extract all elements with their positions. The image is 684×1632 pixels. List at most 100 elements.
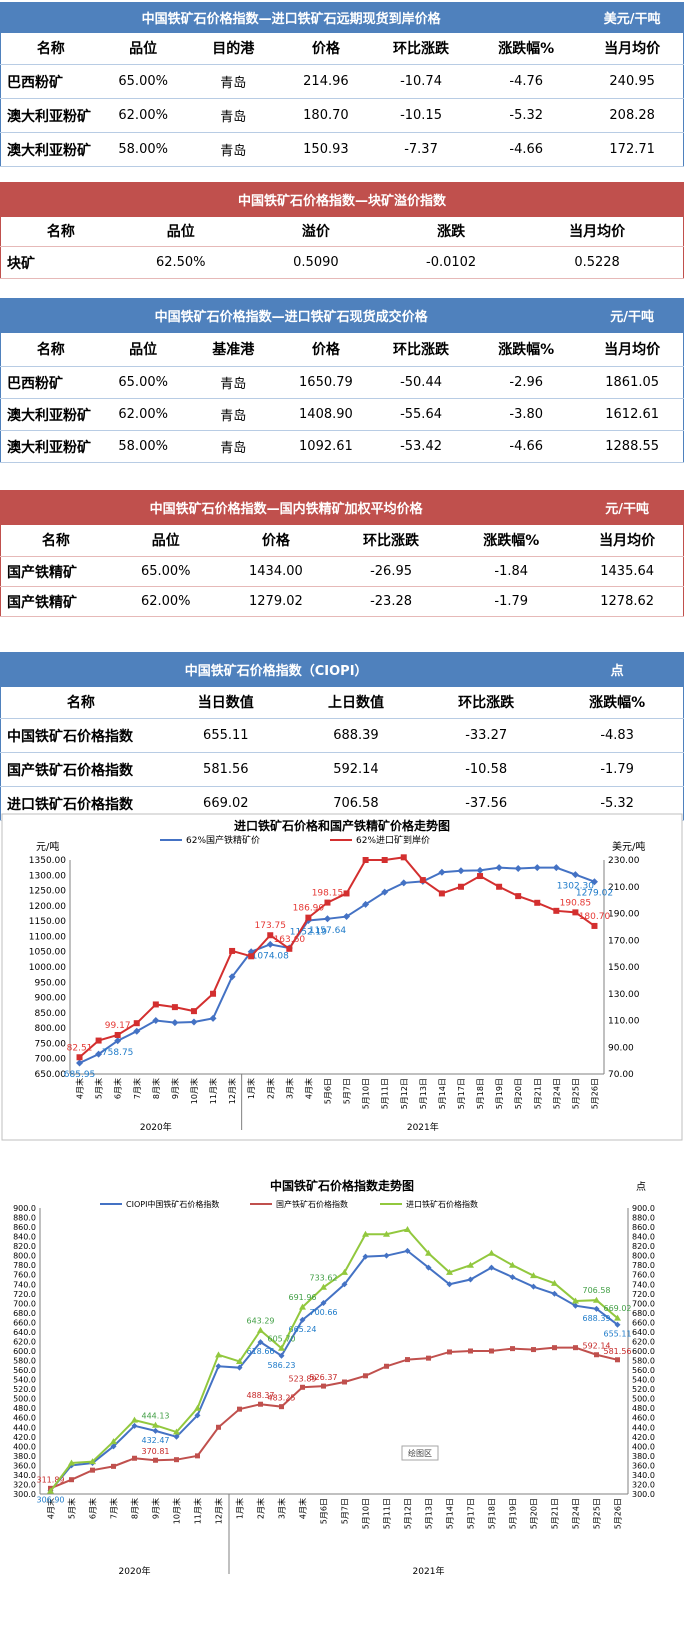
y-tick-label-left: 440.0 bbox=[13, 1423, 36, 1432]
data-point bbox=[447, 1349, 452, 1355]
y-tick-label-left: 1250.00 bbox=[29, 887, 66, 897]
table-cell: 1288.55 bbox=[581, 430, 684, 463]
y-tick-label-left: 1300.00 bbox=[29, 871, 66, 881]
data-point bbox=[133, 1020, 140, 1027]
x-tick-label: 5月末 bbox=[94, 1078, 104, 1099]
table-cell: -4.83 bbox=[551, 718, 684, 753]
data-label: 643.29 bbox=[247, 1316, 275, 1325]
data-point bbox=[551, 1279, 558, 1286]
data-point bbox=[323, 915, 331, 923]
table-row: 澳大利亚粉矿 62.00% 青岛 180.70 -10.15 -5.32 208.28 bbox=[0, 98, 684, 133]
x-tick-label: 11月末 bbox=[208, 1078, 218, 1104]
data-point bbox=[320, 1283, 327, 1290]
column-header-row: 名称 品位 价格 环比涨跌 涨跌幅% 当月均价 bbox=[0, 524, 684, 557]
data-point bbox=[95, 1050, 103, 1058]
row-name-cell: 澳大利亚粉矿 bbox=[0, 398, 101, 431]
x-tick-label: 8月末 bbox=[151, 1078, 161, 1099]
y-tick-label-left: 720.0 bbox=[13, 1290, 36, 1299]
data-point bbox=[552, 1345, 557, 1351]
y-tick-label-right: 110.00 bbox=[608, 1017, 640, 1027]
data-point bbox=[381, 857, 388, 863]
plot-area-tooltip bbox=[401, 1445, 439, 1461]
y-tick-label-right: 340.0 bbox=[632, 1471, 655, 1480]
y-tick-label-left: 900.0 bbox=[13, 1204, 36, 1213]
column-header: 名称 bbox=[0, 216, 121, 247]
table-cell: -10.58 bbox=[421, 752, 552, 787]
y-tick-label-left: 900.00 bbox=[35, 994, 67, 1004]
x-tick-label: 5月末 bbox=[67, 1498, 77, 1519]
table-cell: 58.00% bbox=[100, 132, 186, 167]
data-label: 1152.19 bbox=[290, 927, 327, 937]
table-cell: 青岛 bbox=[185, 366, 281, 399]
column-header: 价格 bbox=[280, 332, 371, 367]
data-point bbox=[404, 1225, 411, 1232]
table-cell: -55.64 bbox=[370, 398, 472, 431]
data-label: 186.90 bbox=[293, 904, 325, 914]
y-tick-label-right: 680.0 bbox=[632, 1309, 655, 1318]
y-tick-label-right: 210.00 bbox=[608, 883, 640, 893]
data-point bbox=[341, 1281, 348, 1288]
table-cell: -53.42 bbox=[370, 430, 472, 463]
data-point bbox=[381, 888, 389, 896]
table-cell: 1612.61 bbox=[581, 398, 684, 431]
data-point bbox=[590, 878, 598, 886]
y-tick-label-right: 660.0 bbox=[632, 1318, 655, 1327]
x-tick-label: 10月末 bbox=[172, 1498, 182, 1524]
column-header-row: 名称 当日数值 上日数值 环比涨跌 涨跌幅% bbox=[0, 686, 684, 719]
x-tick-label: 5月17日 bbox=[467, 1498, 476, 1529]
data-point bbox=[236, 1364, 243, 1371]
data-point bbox=[174, 1457, 179, 1463]
data-label: 655.11 bbox=[604, 1330, 632, 1339]
table-row: 国产铁精矿 62.00% 1279.02 -23.28 -1.79 1278.62 bbox=[0, 586, 684, 617]
data-label: 691.96 bbox=[289, 1293, 317, 1302]
y-tick-label-left: 600.0 bbox=[13, 1347, 36, 1356]
y-tick-label-right: 620.0 bbox=[632, 1337, 655, 1346]
data-point bbox=[552, 864, 560, 872]
data-point bbox=[593, 1296, 600, 1303]
data-point bbox=[489, 1348, 494, 1354]
column-header: 涨跌幅% bbox=[451, 524, 572, 557]
data-point bbox=[132, 1455, 137, 1461]
y-tick-label-right: 820.0 bbox=[632, 1242, 655, 1251]
table-cell: 65.00% bbox=[100, 64, 186, 99]
data-point bbox=[68, 1459, 75, 1466]
data-point bbox=[305, 914, 312, 921]
data-point bbox=[215, 1351, 222, 1358]
data-label: 99.17 bbox=[105, 1021, 131, 1031]
table-cell: 0.5228 bbox=[511, 246, 684, 279]
y-tick-label-left: 780.0 bbox=[13, 1261, 36, 1270]
table-cell: 0.5090 bbox=[240, 246, 392, 279]
data-point bbox=[320, 1300, 327, 1307]
y-tick-label-left: 420.0 bbox=[13, 1433, 36, 1442]
data-label: 605.70 bbox=[268, 1334, 296, 1343]
y-tick-label-left: 860.0 bbox=[13, 1223, 36, 1232]
table-cell: 240.95 bbox=[581, 64, 684, 99]
table-row: 澳大利亚粉矿 58.00% 青岛 150.93 -7.37 -4.66 172.71 bbox=[0, 132, 684, 167]
row-name-cell: 澳大利亚粉矿 bbox=[0, 430, 101, 463]
x-tick-label: 5月19日 bbox=[495, 1078, 504, 1109]
data-label: 700.66 bbox=[310, 1308, 338, 1317]
data-point bbox=[286, 945, 293, 952]
data-label: 82.51 bbox=[67, 1043, 93, 1053]
data-point bbox=[594, 1352, 599, 1358]
column-header: 品位 bbox=[100, 32, 186, 65]
data-point bbox=[195, 1453, 200, 1459]
data-point bbox=[495, 864, 503, 872]
lump-premium-table: 中国铁矿石价格指数—块矿溢价指数 名称 品位 溢价 涨跌 当月均价 块矿 62.50% 0.5… bbox=[0, 182, 684, 279]
y-axis-label-right: 点 bbox=[636, 1181, 646, 1193]
y-tick-label-left: 850.00 bbox=[35, 1009, 67, 1019]
x-tick-label: 5月7日 bbox=[341, 1498, 350, 1524]
table-cell: -2.96 bbox=[471, 366, 582, 399]
data-point bbox=[131, 1416, 138, 1423]
table-row: 国产铁矿石价格指数 581.56 592.14 -10.58 -1.79 bbox=[0, 752, 684, 787]
data-point bbox=[194, 1404, 201, 1411]
x-tick-label: 6月末 bbox=[88, 1498, 98, 1519]
table-cell: -1.84 bbox=[451, 556, 572, 587]
table-title: 中国铁矿石价格指数—国内铁精矿加权平均价格 bbox=[0, 490, 572, 525]
data-point bbox=[571, 871, 579, 879]
column-header: 品位 bbox=[120, 216, 241, 247]
y-tick-label-right: 70.00 bbox=[608, 1070, 634, 1080]
data-point bbox=[572, 909, 579, 916]
data-point bbox=[400, 879, 408, 887]
y-tick-label-left: 840.0 bbox=[13, 1233, 36, 1242]
